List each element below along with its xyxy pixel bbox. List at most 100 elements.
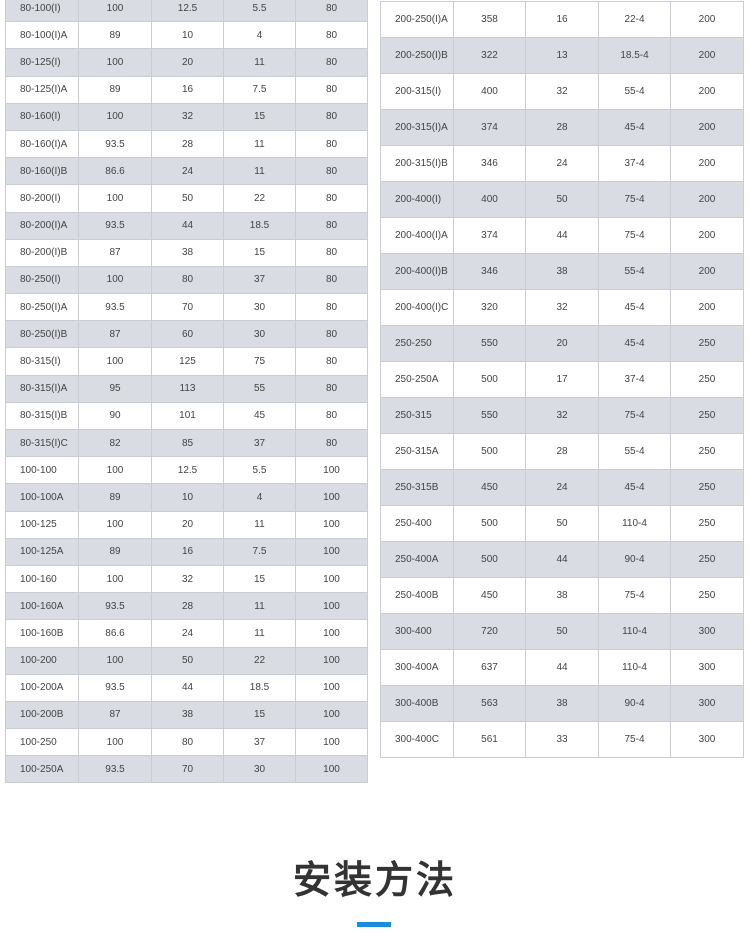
- cell-head: 60: [151, 320, 224, 349]
- table-row: 80-250(I) 100 80 37 80: [5, 265, 368, 295]
- table-row: 100-250 100 80 37 100: [5, 728, 368, 757]
- table-row: 250-400B 450 38 75-4 250: [380, 577, 744, 614]
- cell-power: 45-4: [598, 109, 671, 146]
- table-row: 300-400B 563 38 90-4 300: [380, 685, 744, 722]
- cell-head: 50: [151, 646, 224, 675]
- cell-power: 37-4: [598, 145, 671, 182]
- cell-size: 200: [670, 217, 744, 254]
- table-row: 80-100(I)A 89 10 4 80: [5, 21, 368, 50]
- cell-power: 45-4: [598, 325, 671, 362]
- table-row: 200-250(I)B 322 13 18.5-4 200: [380, 37, 744, 74]
- table-row: 200-315(I)A 374 28 45-4 200: [380, 109, 744, 146]
- cell-model: 80-315(I): [5, 347, 79, 376]
- table-row: 250-250 550 20 45-4 250: [380, 325, 744, 362]
- cell-head: 28: [151, 129, 224, 159]
- cell-power: 75-4: [598, 577, 671, 614]
- cell-head: 24: [151, 157, 224, 186]
- table-row: 100-100 100 12.5 5.5 100: [5, 456, 368, 485]
- cell-size: 200: [670, 73, 744, 110]
- cell-head: 101: [151, 401, 224, 431]
- table-row: 100-100A 89 10 4 100: [5, 483, 368, 512]
- table-row: 200-400(I)C 320 32 45-4 200: [380, 289, 744, 326]
- cell-model: 80-250(I): [5, 265, 79, 295]
- cell-size: 80: [295, 320, 368, 349]
- cell-flow: 100: [78, 728, 152, 757]
- cell-power: 37: [223, 265, 296, 295]
- cell-head: 44: [151, 673, 224, 702]
- cell-power: 15: [223, 102, 296, 131]
- cell-size: 200: [670, 145, 744, 182]
- table-row: 100-200 100 50 22 100: [5, 646, 368, 675]
- cell-flow: 93.5: [78, 592, 152, 621]
- cell-model: 250-400B: [380, 577, 454, 614]
- cell-model: 80-200(I)A: [5, 211, 79, 240]
- cell-flow: 89: [78, 75, 152, 104]
- cell-flow: 563: [453, 685, 526, 722]
- table-row: 80-315(I)B 90 101 45 80: [5, 401, 368, 431]
- cell-power: 90-4: [598, 541, 671, 578]
- cell-power: 4: [223, 21, 296, 50]
- cell-model: 100-160A: [5, 592, 79, 621]
- table-row: 80-160(I) 100 32 15 80: [5, 102, 368, 131]
- table-row: 80-125(I)A 89 16 7.5 80: [5, 75, 368, 104]
- cell-head: 44: [151, 211, 224, 240]
- cell-size: 80: [295, 129, 368, 159]
- cell-model: 200-400(I)A: [380, 217, 454, 254]
- cell-flow: 400: [453, 181, 526, 218]
- cell-model: 300-400: [380, 613, 454, 650]
- cell-head: 85: [151, 428, 224, 458]
- table-row: 100-160B 86.6 24 11 100: [5, 619, 368, 648]
- cell-size: 250: [670, 541, 744, 578]
- cell-flow: 86.6: [78, 619, 152, 648]
- cell-size: 80: [295, 238, 368, 267]
- cell-size: 200: [670, 1, 744, 38]
- spec-table-left: 80-100(I) 100 12.5 5.5 80 80-100(I)A 89 10 4 80 80…: [5, 0, 368, 784]
- cell-flow: 93.5: [78, 211, 152, 240]
- cell-power: 37-4: [598, 361, 671, 398]
- cell-flow: 87: [78, 700, 152, 730]
- cell-model: 300-400B: [380, 685, 454, 722]
- cell-model: 200-315(I)B: [380, 145, 454, 182]
- cell-head: 44: [525, 217, 599, 254]
- table-row: 300-400 720 50 110-4 300: [380, 613, 744, 650]
- cell-model: 80-315(I)B: [5, 401, 79, 431]
- table-row: 250-400 500 50 110-4 250: [380, 505, 744, 542]
- cell-size: 80: [295, 102, 368, 131]
- cell-model: 200-400(I): [380, 181, 454, 218]
- cell-size: 250: [670, 469, 744, 506]
- cell-flow: 500: [453, 361, 526, 398]
- cell-power: 15: [223, 564, 296, 594]
- cell-flow: 320: [453, 289, 526, 326]
- cell-head: 50: [151, 184, 224, 213]
- cell-model: 200-315(I)A: [380, 109, 454, 146]
- table-row: 250-315A 500 28 55-4 250: [380, 433, 744, 470]
- cell-power: 7.5: [223, 537, 296, 566]
- cell-head: 80: [151, 728, 224, 757]
- cell-model: 100-160B: [5, 619, 79, 648]
- cell-head: 24: [151, 619, 224, 648]
- title-underline: [357, 922, 391, 927]
- cell-head: 32: [525, 397, 599, 434]
- cell-head: 32: [151, 564, 224, 594]
- cell-size: 100: [295, 537, 368, 566]
- table-row: 80-315(I)A 95 113 55 80: [5, 374, 368, 403]
- cell-flow: 87: [78, 238, 152, 267]
- table-row: 80-200(I)A 93.5 44 18.5 80: [5, 211, 368, 240]
- cell-model: 100-125A: [5, 537, 79, 566]
- cell-head: 10: [151, 483, 224, 512]
- cell-power: 75-4: [598, 397, 671, 434]
- cell-power: 110-4: [598, 505, 671, 542]
- cell-flow: 637: [453, 649, 526, 686]
- cell-flow: 95: [78, 374, 152, 403]
- cell-flow: 100: [78, 184, 152, 213]
- cell-head: 24: [525, 469, 599, 506]
- cell-head: 32: [151, 102, 224, 131]
- cell-size: 80: [295, 157, 368, 186]
- cell-model: 200-315(I): [380, 73, 454, 110]
- cell-head: 70: [151, 755, 224, 784]
- cell-head: 50: [525, 613, 599, 650]
- cell-size: 100: [295, 673, 368, 702]
- cell-power: 30: [223, 293, 296, 322]
- cell-flow: 100: [78, 102, 152, 131]
- cell-power: 11: [223, 619, 296, 648]
